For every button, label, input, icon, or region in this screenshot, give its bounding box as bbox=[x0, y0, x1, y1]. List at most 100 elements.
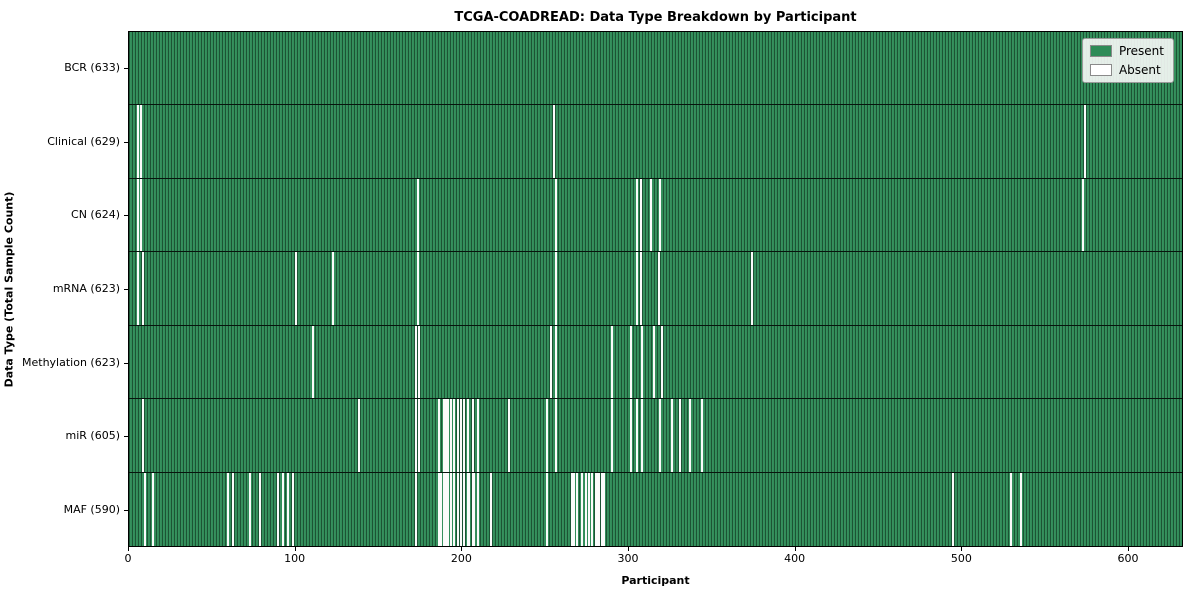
bar-edge-texture bbox=[129, 399, 1182, 472]
bar-edge-texture bbox=[129, 105, 1182, 178]
absent-marker bbox=[476, 399, 479, 472]
x-axis-label: Participant bbox=[621, 574, 690, 587]
absent-marker bbox=[456, 399, 459, 472]
absent-marker bbox=[137, 178, 140, 252]
absent-marker bbox=[601, 472, 604, 546]
absent-marker bbox=[611, 399, 614, 472]
absent-marker bbox=[594, 472, 597, 546]
absent-marker bbox=[576, 472, 579, 546]
legend-label: Absent bbox=[1118, 63, 1161, 77]
absent-marker bbox=[226, 472, 229, 546]
y-tick-label: miR (605) bbox=[65, 429, 121, 443]
absent-marker bbox=[459, 399, 462, 472]
legend: Present Absent bbox=[1081, 38, 1174, 83]
absent-marker bbox=[459, 472, 462, 546]
x-tick-label: 500 bbox=[950, 552, 972, 565]
x-tick-label: 400 bbox=[784, 552, 806, 565]
x-tick-label: 0 bbox=[124, 552, 132, 565]
absent-marker bbox=[231, 472, 234, 546]
present-swatch-icon bbox=[1089, 45, 1112, 57]
absent-marker bbox=[137, 252, 140, 325]
x-tick-mark bbox=[461, 547, 463, 551]
absent-marker bbox=[468, 472, 471, 546]
absent-marker bbox=[701, 399, 704, 472]
legend-entry-absent: Absent bbox=[1089, 63, 1164, 77]
absent-marker bbox=[652, 325, 655, 399]
absent-marker bbox=[679, 399, 682, 472]
y-tick-label: mRNA (623) bbox=[52, 282, 120, 295]
absent-marker bbox=[248, 472, 251, 546]
bar-edge-texture bbox=[129, 178, 1182, 252]
x-tick-mark bbox=[794, 547, 796, 551]
x-tick-mark bbox=[628, 547, 629, 551]
absent-marker bbox=[508, 399, 511, 472]
absent-marker bbox=[416, 178, 419, 252]
absent-marker bbox=[649, 178, 652, 252]
absent-marker bbox=[571, 472, 574, 546]
absent-marker bbox=[629, 399, 632, 472]
absent-swatch-icon bbox=[1089, 64, 1112, 76]
absent-marker bbox=[358, 399, 361, 472]
absent-marker bbox=[952, 472, 955, 546]
y-tick-label: MAF (590) bbox=[63, 503, 120, 517]
y-tick-mark bbox=[124, 215, 128, 217]
absent-marker bbox=[258, 472, 261, 546]
bar-edge-texture bbox=[129, 252, 1182, 325]
absent-marker bbox=[659, 399, 662, 472]
heatmap-row-clinical bbox=[129, 105, 1182, 179]
absent-marker bbox=[463, 472, 466, 546]
x-tick-label: 200 bbox=[450, 552, 472, 565]
y-tick-mark bbox=[124, 141, 128, 143]
absent-marker bbox=[449, 472, 452, 546]
x-tick-label: 100 bbox=[284, 552, 306, 565]
absent-marker bbox=[1083, 105, 1086, 178]
absent-marker bbox=[331, 252, 334, 325]
absent-marker bbox=[572, 472, 575, 546]
absent-marker bbox=[671, 399, 674, 472]
absent-marker bbox=[444, 472, 447, 546]
absent-marker bbox=[142, 252, 145, 325]
heatmap-row-bcr bbox=[129, 32, 1182, 106]
absent-marker bbox=[596, 472, 599, 546]
x-tick-mark bbox=[1128, 547, 1129, 551]
absent-marker bbox=[291, 472, 294, 546]
x-tick-label: 600 bbox=[1117, 552, 1139, 565]
absent-marker bbox=[453, 472, 456, 546]
absent-marker bbox=[143, 472, 146, 546]
absent-marker bbox=[416, 252, 419, 325]
absent-marker bbox=[602, 472, 605, 546]
absent-marker bbox=[549, 325, 552, 399]
x-tick-mark bbox=[961, 547, 963, 551]
absent-marker bbox=[597, 472, 600, 546]
absent-marker bbox=[414, 399, 417, 472]
absent-marker bbox=[641, 399, 644, 472]
absent-marker bbox=[466, 472, 469, 546]
y-tick-mark bbox=[124, 436, 128, 438]
absent-marker bbox=[476, 472, 479, 546]
absent-marker bbox=[414, 325, 417, 399]
legend-entry-present: Present bbox=[1089, 44, 1164, 58]
absent-marker bbox=[689, 399, 692, 472]
y-tick-label: BCR (633) bbox=[64, 60, 120, 74]
legend-label: Present bbox=[1118, 44, 1164, 58]
absent-marker bbox=[463, 399, 466, 472]
absent-marker bbox=[443, 399, 446, 472]
absent-marker bbox=[659, 178, 662, 252]
absent-marker bbox=[611, 325, 614, 399]
absent-marker bbox=[639, 252, 642, 325]
absent-marker bbox=[489, 472, 492, 546]
absent-marker bbox=[446, 472, 449, 546]
y-axis-label: Data Type (Total Sample Count) bbox=[2, 191, 16, 388]
absent-marker bbox=[473, 472, 476, 546]
absent-marker bbox=[1020, 472, 1023, 546]
absent-marker bbox=[466, 399, 469, 472]
absent-marker bbox=[554, 178, 557, 252]
absent-marker bbox=[636, 399, 639, 472]
absent-marker bbox=[286, 472, 289, 546]
absent-marker bbox=[546, 472, 549, 546]
absent-marker bbox=[311, 325, 314, 399]
bar-edge-texture bbox=[129, 325, 1182, 399]
absent-marker bbox=[414, 472, 417, 546]
heatmap-row-cn bbox=[129, 178, 1182, 253]
